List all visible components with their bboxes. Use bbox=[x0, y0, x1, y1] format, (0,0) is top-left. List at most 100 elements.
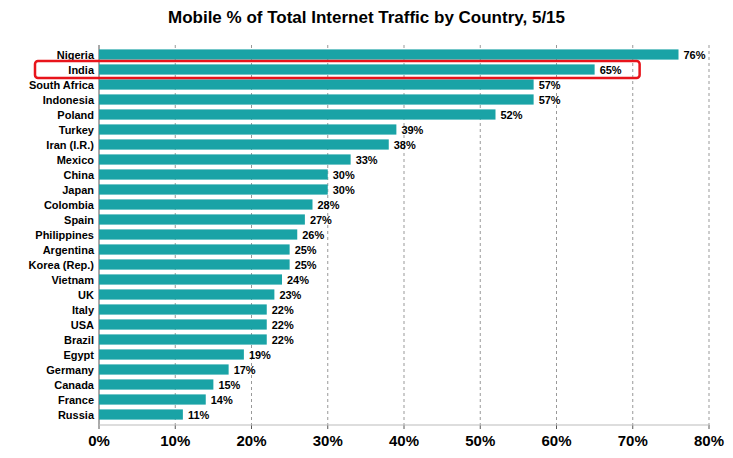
category-label: Mexico bbox=[57, 154, 95, 166]
category-label: Japan bbox=[62, 184, 94, 196]
bar bbox=[99, 139, 389, 149]
title: Mobile % of Total Internet Traffic by Co… bbox=[168, 8, 565, 27]
bar bbox=[99, 379, 213, 389]
bar bbox=[99, 334, 267, 344]
bar bbox=[99, 214, 305, 224]
data-label: 33% bbox=[356, 154, 378, 166]
category-label: Iran (I.R.) bbox=[46, 139, 94, 151]
data-label: 19% bbox=[249, 349, 271, 361]
category-label: Nigeria bbox=[57, 49, 95, 61]
tick-mark bbox=[632, 425, 633, 429]
bar bbox=[99, 124, 396, 134]
bar bbox=[99, 349, 244, 359]
axis-line bbox=[99, 425, 709, 426]
bar bbox=[99, 184, 328, 194]
category-label: Indonesia bbox=[43, 94, 95, 106]
tick-mark bbox=[251, 425, 252, 429]
category-label: China bbox=[63, 169, 94, 181]
category-label: Egypt bbox=[63, 349, 94, 361]
data-label: 24% bbox=[287, 274, 309, 286]
tick-label: 30% bbox=[313, 432, 343, 449]
tick-mark bbox=[99, 425, 100, 429]
data-label: 27% bbox=[310, 214, 332, 226]
tick-label: 70% bbox=[618, 432, 648, 449]
category-label: USA bbox=[71, 319, 94, 331]
bar bbox=[99, 169, 328, 179]
category-label: Germany bbox=[46, 364, 95, 376]
data-label: 38% bbox=[394, 139, 416, 151]
data-label: 14% bbox=[211, 394, 233, 406]
data-label: 30% bbox=[333, 169, 355, 181]
highlight-box bbox=[35, 61, 640, 78]
tick-label: 20% bbox=[236, 432, 266, 449]
data-label: 11% bbox=[188, 409, 210, 421]
bar bbox=[99, 229, 297, 239]
data-label: 17% bbox=[234, 364, 256, 376]
data-label: 22% bbox=[272, 304, 294, 316]
tick-mark bbox=[404, 425, 405, 429]
bar bbox=[99, 259, 290, 269]
grid-line bbox=[709, 45, 710, 425]
data-label: 28% bbox=[318, 199, 340, 211]
tick-label: 60% bbox=[541, 432, 571, 449]
category-label: Vietnam bbox=[51, 274, 94, 286]
tick-mark bbox=[556, 425, 557, 429]
category-label: Italy bbox=[72, 304, 95, 316]
category-label: Canada bbox=[54, 379, 95, 391]
category-label: Turkey bbox=[59, 124, 95, 136]
data-label: 26% bbox=[302, 229, 324, 241]
bar bbox=[99, 79, 534, 89]
data-label: 15% bbox=[218, 379, 240, 391]
data-label: 22% bbox=[272, 319, 294, 331]
category-label: Argentina bbox=[43, 244, 95, 256]
bar bbox=[99, 364, 229, 374]
bar bbox=[99, 274, 282, 284]
bar bbox=[99, 244, 290, 254]
bars bbox=[99, 49, 679, 419]
category-label: Russia bbox=[58, 409, 95, 421]
category-label: UK bbox=[78, 289, 94, 301]
bar bbox=[99, 394, 206, 404]
data-label: 76% bbox=[684, 49, 706, 61]
category-label: Philippines bbox=[35, 229, 94, 241]
tick-mark bbox=[480, 425, 481, 429]
tick-label: 50% bbox=[465, 432, 495, 449]
bar bbox=[99, 154, 351, 164]
bar bbox=[99, 289, 274, 299]
bar bbox=[99, 94, 534, 104]
data-label: 57% bbox=[539, 94, 561, 106]
bar bbox=[99, 109, 496, 119]
data-label: 22% bbox=[272, 334, 294, 346]
data-label: 23% bbox=[279, 289, 301, 301]
category-label: Spain bbox=[64, 214, 94, 226]
bar bbox=[99, 409, 183, 419]
data-label: 30% bbox=[333, 184, 355, 196]
data-label: 39% bbox=[401, 124, 423, 136]
bar bbox=[99, 319, 267, 329]
category-label: Colombia bbox=[44, 199, 95, 211]
chart: Mobile % of Total Internet Traffic by Co… bbox=[0, 0, 733, 458]
bar bbox=[99, 49, 679, 59]
category-label: Poland bbox=[57, 109, 94, 121]
tick-label: 0% bbox=[88, 432, 110, 449]
category-label: India bbox=[68, 64, 95, 76]
data-label: 25% bbox=[295, 259, 317, 271]
tick-mark bbox=[709, 425, 710, 429]
tick-mark bbox=[327, 425, 328, 429]
category-label: South Africa bbox=[29, 79, 95, 91]
bar bbox=[99, 64, 595, 74]
bar bbox=[99, 199, 313, 209]
tick-label: 40% bbox=[389, 432, 419, 449]
tick-label: 10% bbox=[160, 432, 190, 449]
category-label: Brazil bbox=[64, 334, 94, 346]
bar bbox=[99, 304, 267, 314]
data-label: 65% bbox=[600, 64, 622, 76]
grid-line bbox=[632, 45, 633, 425]
category-label: Korea (Rep.) bbox=[29, 259, 95, 271]
tick-mark bbox=[175, 425, 176, 429]
data-label: 52% bbox=[501, 109, 523, 121]
category-label: France bbox=[58, 394, 94, 406]
data-label: 25% bbox=[295, 244, 317, 256]
data-label: 57% bbox=[539, 79, 561, 91]
tick-label: 80% bbox=[694, 432, 724, 449]
